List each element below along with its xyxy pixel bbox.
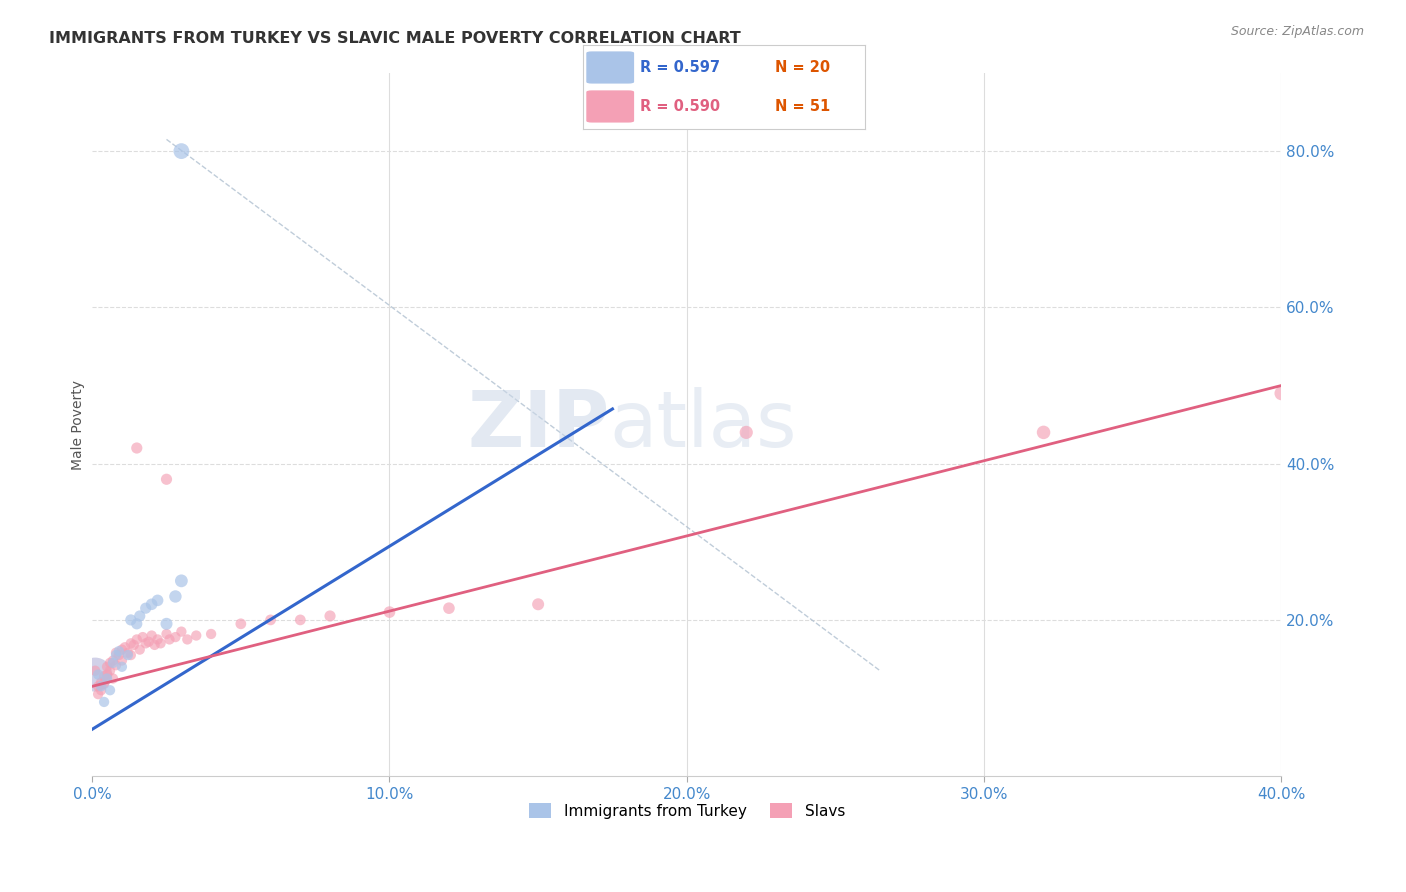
Point [735,425,758,440]
Point [437,601,460,615]
Point [96,667,118,681]
FancyBboxPatch shape [586,52,634,84]
Point [128,642,150,657]
Point [125,441,148,455]
Point [155,616,177,631]
Point [378,605,401,619]
Point [101,656,124,670]
Point [104,648,127,662]
Point [186,628,208,642]
Point [125,616,148,631]
Point [98,664,121,678]
Point [101,672,124,686]
Text: atlas: atlas [609,386,797,463]
Point [128,609,150,624]
Point [155,627,177,641]
Text: ZIP: ZIP [467,386,609,463]
Point [1032,425,1054,440]
Point [101,654,124,668]
Legend: Immigrants from Turkey, Slavs: Immigrants from Turkey, Slavs [523,797,851,825]
Point [120,636,142,650]
Point [90,683,112,698]
Point [170,144,193,158]
Point [125,632,148,647]
Point [93,677,115,691]
Point [146,632,169,647]
Point [111,642,134,657]
Point [319,609,342,624]
Point [117,648,139,662]
Y-axis label: Male Poverty: Male Poverty [72,380,86,469]
Point [170,574,193,588]
Point [87,667,110,681]
Point [93,695,115,709]
Text: N = 51: N = 51 [775,99,830,114]
Point [141,597,163,611]
Point [1270,386,1292,401]
Point [104,658,127,673]
Point [200,627,222,641]
Point [108,648,131,662]
Point [135,636,157,650]
Point [141,628,163,642]
Point [229,616,252,631]
Point [143,638,166,652]
Point [176,632,198,647]
Point [111,660,134,674]
Point [87,679,110,693]
Point [165,630,187,644]
Point [114,640,136,655]
Point [155,472,177,486]
Point [159,632,181,647]
Point [135,601,157,615]
Point [122,638,145,652]
Point [138,634,160,648]
Text: IMMIGRANTS FROM TURKEY VS SLAVIC MALE POVERTY CORRELATION CHART: IMMIGRANTS FROM TURKEY VS SLAVIC MALE PO… [49,31,741,46]
Point [165,590,187,604]
Point [93,669,115,683]
Point [149,636,172,650]
Point [84,664,107,678]
FancyBboxPatch shape [586,90,634,122]
Point [84,667,107,681]
Point [104,646,127,660]
Point [111,654,134,668]
Point [90,679,112,693]
Text: Source: ZipAtlas.com: Source: ZipAtlas.com [1230,25,1364,38]
Point [108,644,131,658]
Point [117,646,139,660]
Point [87,687,110,701]
Point [170,624,193,639]
Point [98,656,121,670]
Point [120,648,142,662]
Point [96,660,118,674]
Text: N = 20: N = 20 [775,60,830,75]
Point [259,613,281,627]
Point [96,672,118,686]
Point [290,613,312,627]
Text: R = 0.590: R = 0.590 [640,99,720,114]
Point [146,593,169,607]
Point [98,683,121,698]
Text: R = 0.597: R = 0.597 [640,60,720,75]
Point [90,675,112,690]
Point [527,597,550,611]
Point [132,630,155,644]
Point [120,613,142,627]
